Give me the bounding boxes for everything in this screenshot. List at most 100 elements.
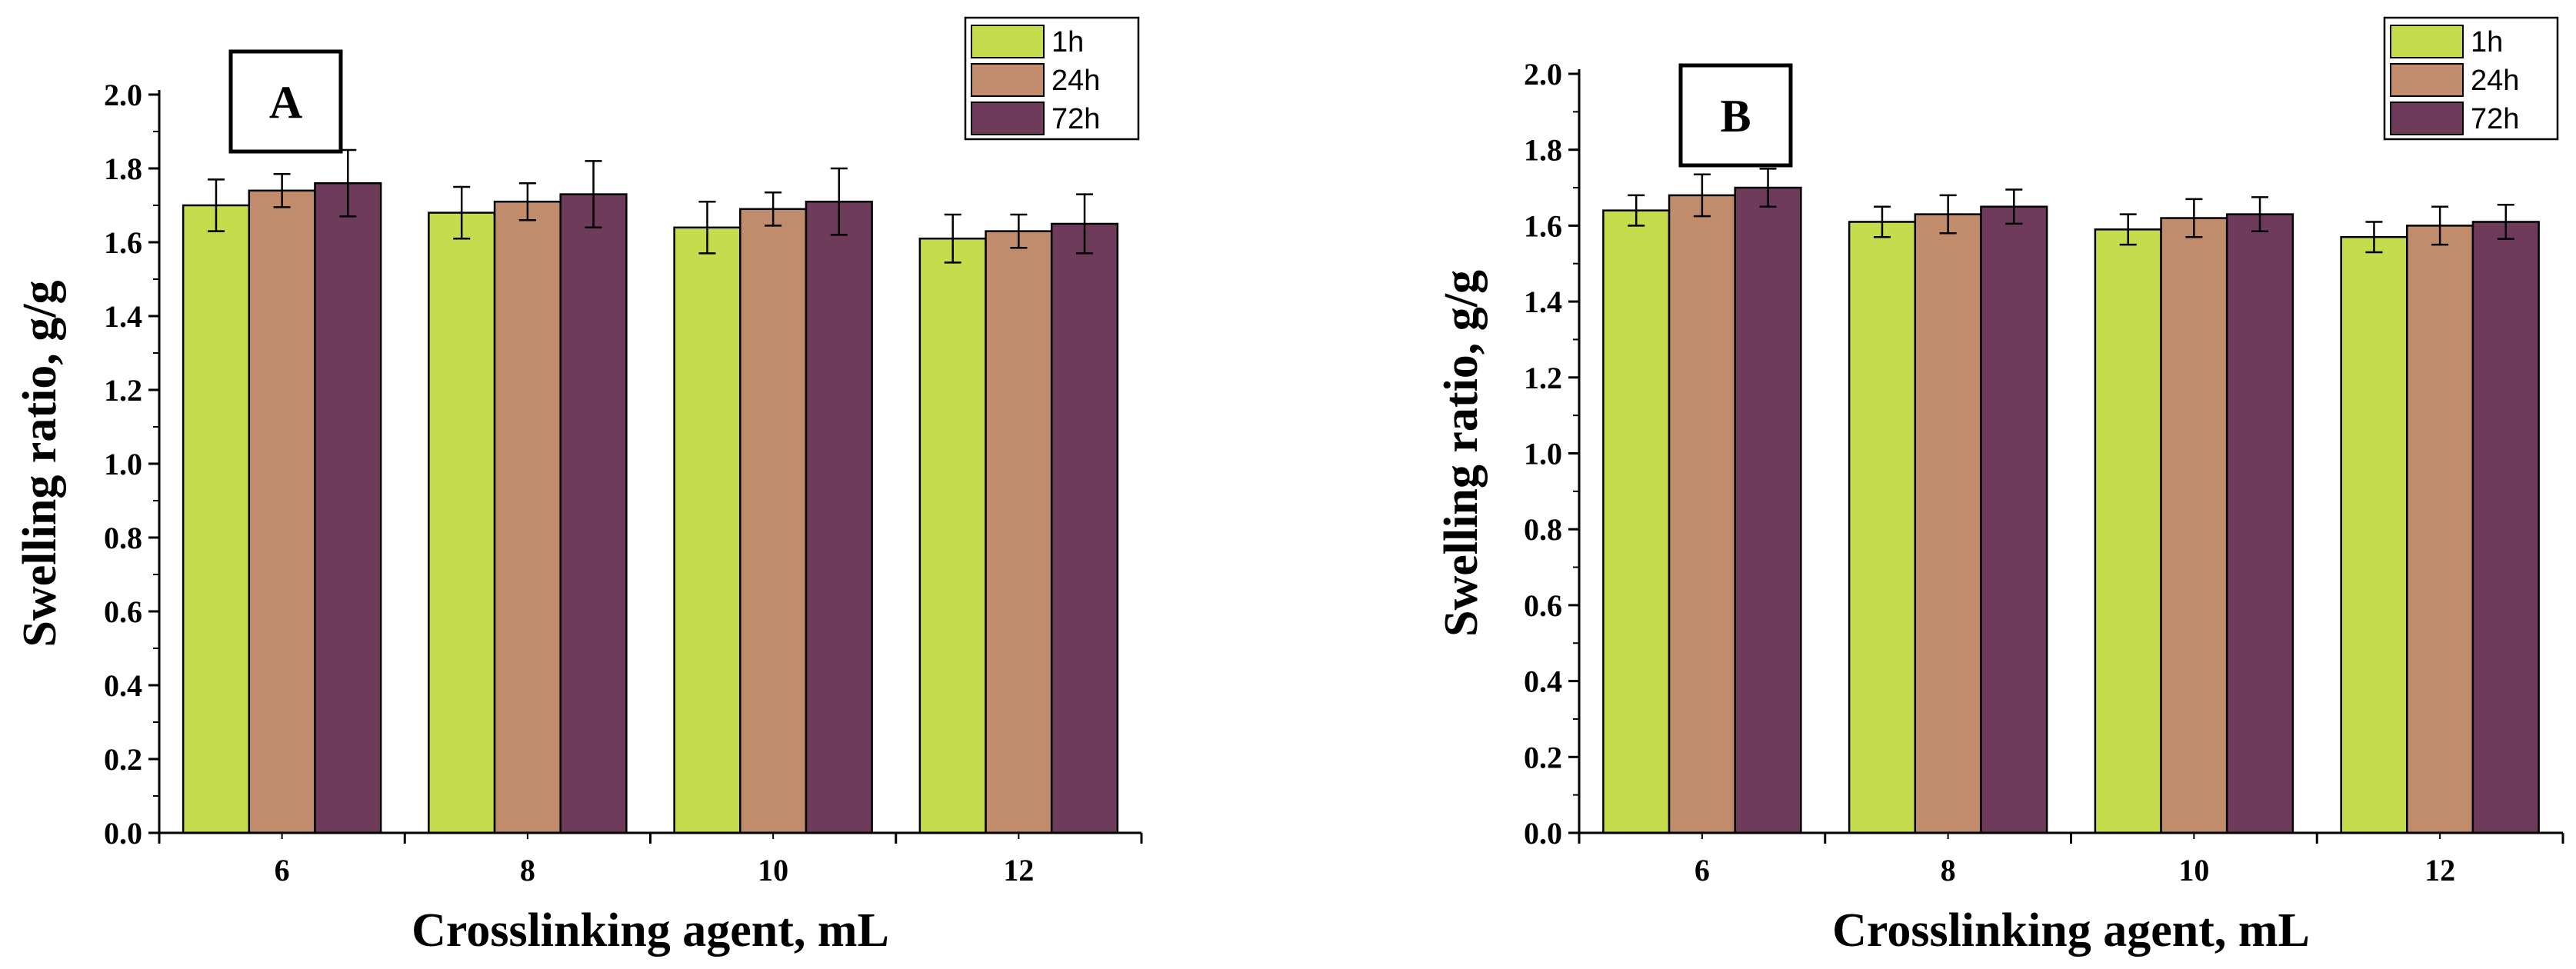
panel-label-box	[1678, 63, 1793, 168]
error-bar-1h-10	[698, 200, 716, 255]
bar-24h-6	[1668, 194, 1736, 834]
y-tick-label: 2.0	[1524, 57, 1562, 92]
legend-swatch-1h	[2390, 25, 2464, 58]
panel-label: A	[228, 49, 343, 154]
bar-72h-8	[559, 193, 628, 834]
y-tick-label: 0.8	[1524, 512, 1562, 547]
y-tick-label: 0.0	[104, 816, 142, 851]
legend-label-1h: 1h	[2471, 26, 2503, 58]
x-tick-label: 10	[2178, 853, 2209, 887]
legend-label-24h: 24h	[2471, 65, 2519, 97]
y-tick-label: 1.2	[104, 373, 142, 408]
bar-24h-12	[2406, 225, 2474, 834]
x-tick-label: 8	[520, 853, 535, 887]
chart-panel-a: 0.0 0.2 0.4 0.6 0.8 1.0 1.2 1.4 1.6 1.8 2.0 6 8 10 12 C…	[14, 16, 1143, 957]
bar-24h-10	[2160, 217, 2228, 834]
error-bar-72h-12	[2497, 204, 2514, 240]
error-bar-24h-6	[1693, 173, 1711, 218]
y-tick-label: 1.0	[1524, 437, 1562, 471]
bar-1h-12	[2340, 235, 2408, 834]
bar-24h-10	[739, 208, 808, 834]
bar-72h-12	[1050, 222, 1119, 834]
legend-label-24h: 24h	[1051, 65, 1100, 97]
x-tick-label: 6	[275, 853, 290, 887]
error-bar-24h-10	[2185, 198, 2203, 238]
error-bar-24h-12	[2431, 205, 2449, 246]
bar-72h-12	[2471, 221, 2540, 834]
legend-swatch-24h	[971, 63, 1045, 97]
legend-label-72h: 72h	[1051, 103, 1100, 135]
error-bar-72h-8	[2005, 188, 2023, 225]
panel-label-text: B	[1720, 91, 1751, 142]
y-axis-title: Swelling ratio, g/g	[14, 280, 66, 647]
x-tick-label: 12	[2424, 853, 2455, 887]
bar-1h-12	[918, 237, 987, 834]
legend-label-72h: 72h	[2471, 103, 2519, 135]
y-tick-label: 0.2	[1524, 740, 1562, 774]
x-tick-label: 6	[1695, 853, 1710, 887]
x-tick-label: 8	[1941, 853, 1956, 887]
legend: 1h 24h 72h	[2383, 16, 2559, 141]
bar-1h-10	[673, 226, 741, 834]
error-bar-72h-10	[830, 167, 848, 236]
y-tick-label: 1.0	[104, 447, 142, 481]
y-tick-label: 0.2	[104, 742, 142, 777]
panel-label-box	[228, 49, 343, 154]
y-tick-label: 0.4	[104, 668, 142, 703]
legend-swatch-72h	[971, 102, 1045, 135]
bar-24h-8	[493, 200, 562, 834]
x-axis-title: Crosslinking agent, mL	[412, 904, 889, 957]
bar-72h-10	[2225, 213, 2294, 834]
legend: 1h 24h 72h	[964, 16, 1140, 141]
legend-label-1h: 1h	[1051, 26, 1084, 58]
y-tick-label: 1.8	[1524, 133, 1562, 168]
error-bar-24h-10	[765, 191, 782, 227]
legend-swatch-72h	[2390, 102, 2464, 135]
panel-label-text: A	[269, 77, 302, 128]
x-tick-label: 10	[758, 853, 788, 887]
bar-1h-6	[1602, 209, 1671, 834]
y-tick-label: 2.0	[104, 78, 142, 112]
x-tick-label: 12	[1003, 853, 1034, 887]
y-tick-label: 0.6	[1524, 588, 1562, 623]
y-tick-label: 1.6	[1524, 208, 1562, 243]
bar-1h-8	[1848, 221, 1917, 834]
panel-label: B	[1678, 63, 1793, 168]
bar-72h-8	[1980, 205, 2048, 834]
bar-24h-6	[248, 189, 316, 834]
error-bar-1h-8	[1873, 205, 1891, 238]
chart-panel-b: 0.0 0.2 0.4 0.6 0.8 1.0 1.2 1.4 1.6 1.8 2.0 6 8 10 12 C…	[1435, 16, 2564, 957]
error-bar-1h-12	[944, 213, 961, 264]
y-tick-label: 1.8	[104, 152, 142, 186]
y-axis-title: Swelling ratio, g/g	[1435, 270, 1488, 637]
y-tick-label: 0.6	[104, 594, 142, 629]
bar-72h-10	[805, 200, 873, 834]
x-axis-title: Crosslinking agent, mL	[1832, 904, 2310, 957]
bar-24h-8	[1914, 213, 1982, 834]
error-bar-1h-8	[453, 185, 471, 240]
bar-1h-8	[428, 211, 496, 834]
legend-swatch-24h	[2390, 63, 2464, 97]
error-bar-72h-6	[1759, 168, 1777, 208]
y-tick-label: 0.8	[104, 521, 142, 555]
error-bar-1h-10	[2119, 213, 2137, 246]
y-tick-label: 1.6	[104, 225, 142, 260]
error-bar-72h-10	[2251, 196, 2269, 233]
error-bar-24h-8	[1939, 194, 1957, 235]
y-tick-label: 0.4	[1524, 664, 1562, 699]
bar-24h-12	[985, 230, 1053, 834]
error-bar-72h-8	[585, 160, 602, 229]
bar-72h-6	[314, 181, 382, 834]
legend-swatch-1h	[971, 25, 1045, 58]
bar-1h-6	[182, 204, 251, 834]
error-bar-72h-12	[1076, 193, 1094, 255]
y-tick-label: 1.4	[1524, 285, 1562, 319]
bar-1h-10	[2094, 228, 2162, 834]
y-tick-label: 1.2	[1524, 361, 1562, 395]
error-bar-24h-8	[518, 181, 536, 221]
y-tick-label: 0.0	[1524, 816, 1562, 851]
bar-72h-6	[1734, 186, 1802, 834]
error-bar-24h-12	[1010, 213, 1028, 249]
error-bar-1h-6	[1628, 194, 1645, 227]
